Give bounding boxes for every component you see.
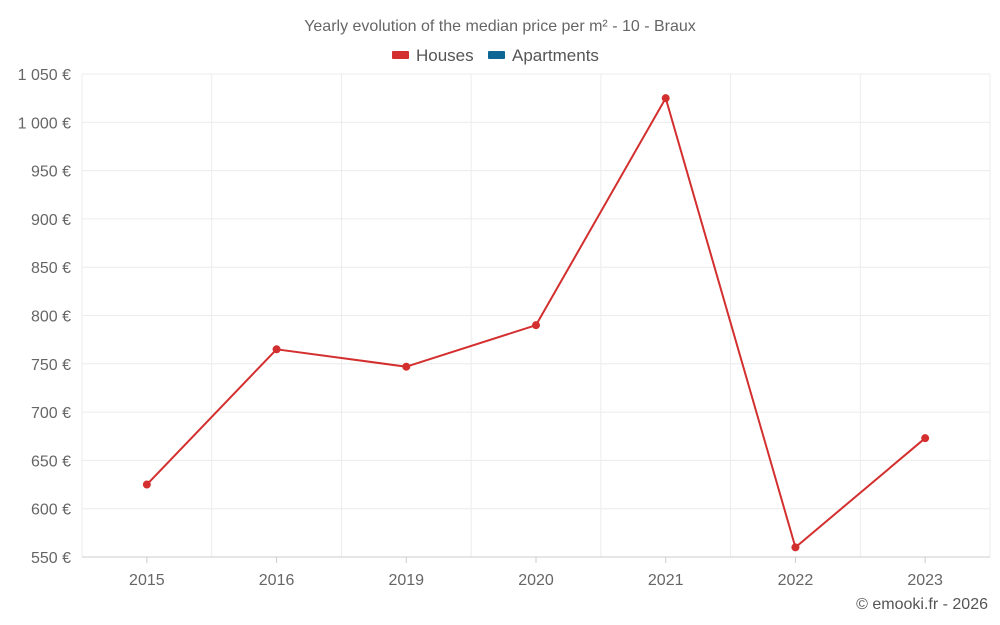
chart-title: Yearly evolution of the median price per… <box>304 18 696 35</box>
y-tick-label: 800 € <box>31 309 71 326</box>
series-houses <box>142 94 930 552</box>
y-tick-label: 750 € <box>31 357 71 374</box>
x-tick-label: 2016 <box>259 572 295 589</box>
y-tick-label: 650 € <box>31 453 71 470</box>
x-tick-label: 2015 <box>129 572 165 589</box>
x-tick-label: 2022 <box>778 572 814 589</box>
y-tick-label: 1 050 € <box>18 67 71 84</box>
y-tick-label: 1 000 € <box>18 115 71 132</box>
y-tick-label: 900 € <box>31 212 71 229</box>
legend-swatch-apartments <box>488 51 505 59</box>
y-tick-label: 950 € <box>31 164 71 181</box>
legend-item-houses[interactable]: Houses <box>392 46 474 65</box>
data-point-houses-2022[interactable] <box>791 543 800 552</box>
legend-label-houses: Houses <box>416 46 474 65</box>
data-point-houses-2023[interactable] <box>921 434 930 443</box>
y-axis: 550 € 600 € 650 € 700 € 750 € 800 € 850 € 900 €… <box>18 67 71 567</box>
y-tick-label: 700 € <box>31 405 71 422</box>
x-axis: 2015 2016 2019 2020 2021 2022 2023 <box>82 556 990 589</box>
x-tick-label: 2020 <box>518 572 554 589</box>
y-tick-label: 600 € <box>31 502 71 519</box>
x-tick-label: 2019 <box>388 572 424 589</box>
data-point-houses-2021[interactable] <box>661 94 670 103</box>
y-tick-label: 550 € <box>31 550 71 567</box>
credit-text: © emooki.fr - 2026 <box>856 596 988 613</box>
data-point-houses-2015[interactable] <box>142 480 151 489</box>
data-point-houses-2020[interactable] <box>532 321 540 330</box>
legend: Houses Apartments <box>392 46 599 65</box>
data-point-houses-2016[interactable] <box>272 345 281 354</box>
legend-item-apartments[interactable]: Apartments <box>488 46 599 65</box>
gridlines <box>81 73 991 558</box>
x-tick-label: 2021 <box>648 572 684 589</box>
x-tick-label: 2023 <box>907 572 943 589</box>
data-point-houses-2019[interactable] <box>402 362 411 371</box>
legend-swatch-houses <box>392 51 409 59</box>
legend-label-apartments: Apartments <box>512 46 599 65</box>
y-tick-label: 850 € <box>31 260 71 277</box>
